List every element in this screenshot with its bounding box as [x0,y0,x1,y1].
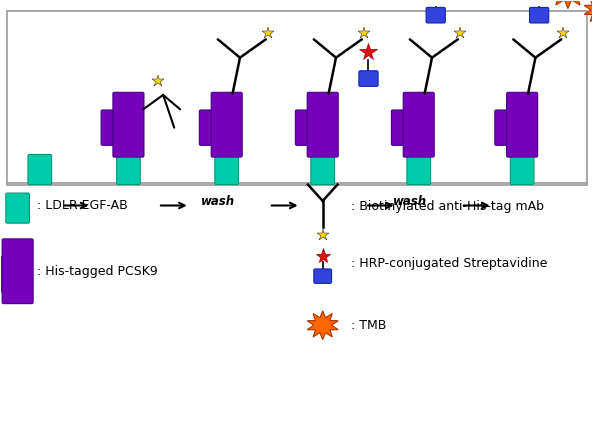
Polygon shape [548,0,587,9]
FancyBboxPatch shape [295,110,311,146]
Text: : Biotinylated anti-His-tag mAb: : Biotinylated anti-His-tag mAb [351,199,544,213]
FancyBboxPatch shape [113,92,144,157]
FancyBboxPatch shape [307,92,338,157]
FancyBboxPatch shape [0,256,7,292]
FancyBboxPatch shape [314,269,332,283]
Text: : TMB: : TMB [351,319,386,332]
FancyBboxPatch shape [495,110,511,146]
FancyBboxPatch shape [211,92,242,157]
FancyBboxPatch shape [311,155,335,184]
Text: : LDLR-EGF-AB: : LDLR-EGF-AB [37,199,128,212]
Text: : HRP-conjugated Streptavidine: : HRP-conjugated Streptavidine [351,256,547,270]
FancyBboxPatch shape [426,7,445,23]
FancyBboxPatch shape [199,110,215,146]
FancyBboxPatch shape [101,110,118,146]
FancyBboxPatch shape [359,71,378,86]
Text: : His-tagged PCSK9: : His-tagged PCSK9 [37,265,158,278]
FancyBboxPatch shape [116,155,140,184]
FancyBboxPatch shape [506,92,538,157]
FancyBboxPatch shape [391,110,407,146]
FancyBboxPatch shape [530,7,549,23]
FancyBboxPatch shape [28,155,52,184]
FancyBboxPatch shape [6,193,29,223]
FancyBboxPatch shape [215,155,238,184]
FancyBboxPatch shape [2,239,33,303]
Text: wash: wash [393,195,427,208]
FancyBboxPatch shape [407,155,431,184]
FancyBboxPatch shape [403,92,434,157]
FancyBboxPatch shape [7,11,587,184]
Polygon shape [307,311,338,339]
FancyBboxPatch shape [511,155,534,184]
Text: wash: wash [201,195,235,208]
Polygon shape [584,0,600,24]
